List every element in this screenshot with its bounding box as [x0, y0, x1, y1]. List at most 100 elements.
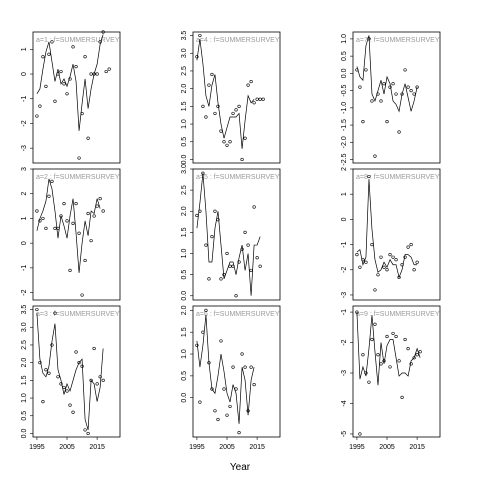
y-tick-label: 0 [21, 72, 28, 76]
panel-label: a=4 : f=SUMMERSURVEY [196, 37, 280, 44]
y-tick-label: 1 [341, 192, 348, 196]
y-tick-label: 1.5 [181, 327, 188, 337]
data-point [210, 72, 214, 77]
data-point [65, 92, 69, 96]
data-point [59, 69, 63, 74]
data-point [65, 219, 69, 223]
y-tick-label: 1.0 [341, 34, 348, 44]
data-point [391, 331, 395, 336]
data-point [373, 322, 377, 326]
y-tick-label: 0.5 [341, 51, 348, 61]
data-point [198, 400, 202, 404]
data-point [68, 403, 72, 407]
data-point [89, 72, 93, 76]
data-point [44, 84, 48, 88]
data-point [376, 273, 380, 277]
x-tick-label: 2015 [249, 444, 265, 451]
data-point [47, 194, 51, 198]
y-tick-label: 0 [341, 217, 348, 221]
data-point [35, 114, 39, 118]
data-point [222, 140, 226, 144]
y-tick-label: 2.0 [181, 305, 188, 315]
data-point [95, 382, 99, 386]
data-point [225, 413, 229, 417]
data-point [412, 92, 416, 96]
data-point [80, 293, 84, 297]
x-tick-label: 2005 [59, 444, 75, 451]
y-tick-label: 1.0 [181, 349, 188, 359]
data-point [198, 33, 202, 38]
data-point [376, 353, 380, 357]
data-point [35, 209, 39, 213]
data-point [98, 197, 102, 201]
data-point [204, 243, 208, 247]
data-point [216, 417, 220, 422]
data-point [391, 255, 395, 259]
data-point [74, 350, 78, 354]
data-point [41, 55, 45, 59]
y-tick-label: 1.0 [181, 119, 188, 129]
data-point [358, 432, 362, 436]
panel-frame [352, 305, 441, 438]
y-tick-label: 3 [21, 167, 28, 171]
y-tick-label: -2.5 [341, 153, 348, 165]
y-tick-label: 3.5 [181, 31, 188, 41]
y-tick-label: 0.0 [181, 154, 188, 164]
y-tick-label: -1.5 [341, 119, 348, 131]
data-point [53, 311, 57, 315]
data-point [71, 45, 75, 49]
data-point [412, 268, 416, 272]
y-tick-label: 1.5 [21, 375, 28, 385]
data-point [358, 85, 362, 89]
data-point [255, 97, 259, 101]
data-point [361, 353, 365, 357]
series-line [356, 35, 418, 113]
data-point [35, 307, 39, 312]
data-point [394, 92, 398, 96]
data-point [219, 277, 223, 281]
series-line [196, 173, 261, 296]
y-tick-label: 0.5 [181, 137, 188, 147]
y-tick-label: 3.0 [21, 322, 28, 332]
y-tick-label: -1 [21, 265, 28, 271]
data-point [50, 179, 54, 183]
y-tick-label: -3 [21, 145, 28, 151]
data-point [47, 371, 51, 375]
y-tick-label: 2.5 [181, 185, 188, 195]
data-point [101, 378, 105, 382]
data-point [47, 52, 51, 56]
y-tick-label: 2.0 [181, 84, 188, 94]
data-point [213, 111, 217, 116]
y-tick-label: -1 [21, 96, 28, 102]
data-point [234, 294, 238, 298]
data-point [77, 231, 81, 235]
data-point [385, 334, 389, 339]
y-tick-label: -5 [341, 431, 348, 437]
data-point [74, 65, 78, 69]
data-point [403, 68, 407, 72]
x-tick-label: 1995 [349, 444, 365, 451]
data-point [231, 365, 235, 369]
data-point [44, 226, 48, 230]
data-point [355, 253, 359, 257]
data-point [379, 99, 383, 103]
data-point [237, 431, 241, 435]
y-tick-label: -1.0 [341, 102, 348, 114]
data-point [59, 382, 63, 386]
y-tick-label: 1.0 [21, 393, 28, 403]
y-tick-label: 2.5 [21, 340, 28, 350]
panel-frame [192, 31, 281, 164]
data-point [219, 129, 223, 133]
data-point [101, 209, 105, 213]
data-point [249, 268, 253, 273]
y-tick-label: 1.5 [181, 227, 188, 237]
data-point [258, 97, 262, 101]
data-point [388, 253, 392, 257]
data-point [65, 389, 69, 393]
data-point [249, 79, 253, 84]
data-point [406, 347, 410, 351]
data-point [400, 395, 404, 399]
data-point [83, 258, 87, 263]
data-point [373, 288, 377, 292]
